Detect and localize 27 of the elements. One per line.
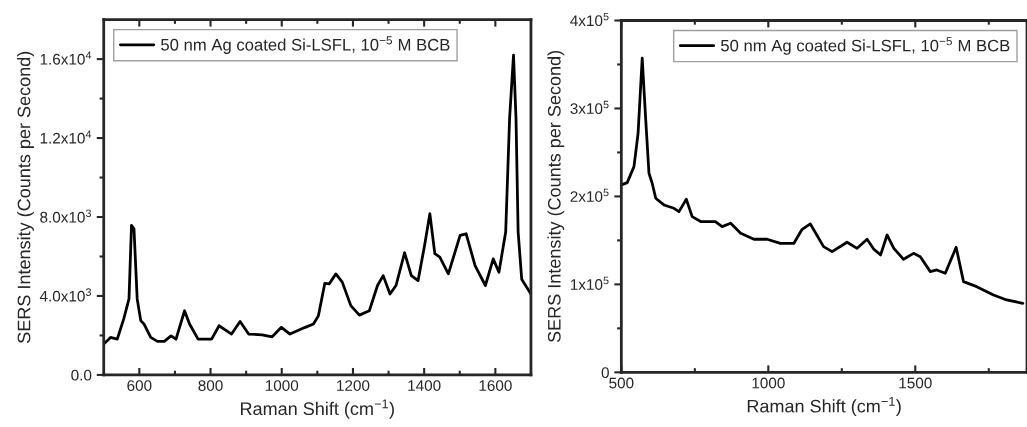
x-tick-label: 1500 [899, 377, 932, 389]
y-tick-label: 0.0 [71, 369, 92, 381]
line-series [621, 56, 1025, 305]
x-axis-title: Raman Shift (cm$^{−1}$) [747, 397, 901, 417]
legend-label: 50 nm Ag coated Si-LSFL, 10$^{−5}$ M BCB [161, 36, 450, 54]
y-tick-label: 1x10$^{5}$ [570, 276, 609, 290]
x-tick-label: 1000 [265, 380, 299, 391]
y-tick-label: 8.0x10$^{3}$ [40, 209, 92, 223]
y-axis-title: SERS Intensity (Counts per Second) [547, 51, 565, 343]
y-tick-label: 1.2x10$^{4}$ [40, 130, 92, 144]
x-tick-label: 1600 [479, 380, 512, 391]
y-tick-label: 4x10$^{5}$ [570, 12, 609, 27]
line-series [103, 53, 531, 346]
x-tick-label: 1000 [752, 377, 785, 389]
y-tick-label: 3x10$^{5}$ [570, 100, 609, 115]
x-tick-label: 500 [609, 377, 634, 389]
x-tick-label: 600 [127, 380, 152, 391]
y-tick-label: 1.6x10$^{4}$ [40, 51, 92, 65]
y-axis-title: SERS Intensity (Counts per Second) [17, 51, 34, 343]
y-tick-label: 0 [601, 367, 609, 379]
x-tick-label: 1200 [337, 380, 370, 391]
x-axis-title: Raman Shift (cm$^{−1}$) [241, 399, 394, 419]
legend-label: 50 nm Ag coated Si-LSFL, 10$^{−5}$ M BCB [721, 37, 1010, 55]
x-tick-label: 1400 [408, 380, 441, 391]
y-tick-label: 2x10$^{5}$ [570, 188, 609, 202]
x-tick-label: 800 [198, 380, 223, 391]
y-tick-label: 4.0x10$^{3}$ [39, 288, 92, 302]
